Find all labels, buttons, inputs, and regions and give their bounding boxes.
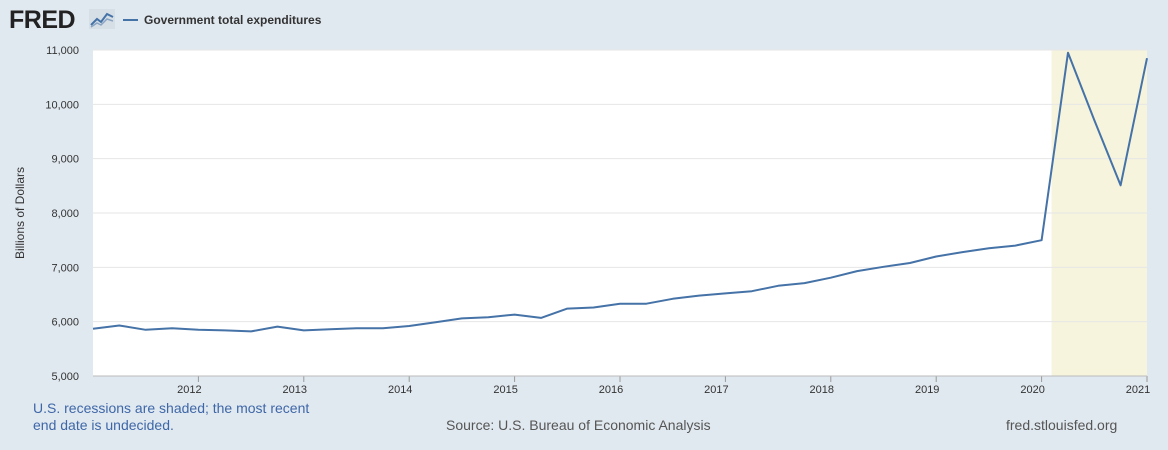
y-axis-title: Billions of Dollars: [13, 167, 27, 259]
x-tick-label: 2021: [1126, 384, 1150, 396]
x-tick-label: 2014: [388, 384, 412, 396]
y-tick-label: 9,000: [51, 154, 79, 166]
x-tick-label: 2020: [1020, 384, 1044, 396]
y-tick-label: 5,000: [51, 371, 79, 383]
fred-url-link[interactable]: fred.stlouisfed.org: [1006, 417, 1118, 433]
x-tick-label: 2017: [704, 384, 728, 396]
x-tick-label: 2015: [493, 384, 517, 396]
y-tick-label: 6,000: [51, 317, 79, 329]
line-chart: 5,000 6,000 7,000 8,000 9,000 10,000 11,000 20…: [13, 45, 1150, 396]
chart-header: FRED Government total expenditures: [0, 0, 1168, 40]
x-tick-label: 2016: [599, 384, 623, 396]
y-tick-label: 7,000: [51, 262, 79, 274]
y-axis-ticks: 5,000 6,000 7,000 8,000 9,000 10,000 11,000: [45, 45, 79, 383]
recession-note: U.S. recessions are shaded; the most rec…: [33, 400, 310, 433]
chart-legend[interactable]: Government total expenditures: [123, 11, 321, 29]
x-axis-ticks: 2012 2013 2014 2015 2016 2017 2018 2019 2020 2021: [93, 375, 1150, 396]
legend-series-swatch: [123, 19, 138, 21]
x-tick-label: 2019: [915, 384, 939, 396]
y-tick-label: 11,000: [46, 45, 79, 57]
x-tick-label: 2013: [283, 384, 307, 396]
x-tick-label: 2012: [177, 384, 201, 396]
fred-logo[interactable]: FRED: [9, 6, 76, 34]
source-note: Source: U.S. Bureau of Economic Analysis: [446, 417, 711, 433]
y-tick-label: 8,000: [51, 208, 79, 220]
legend-series-label: Government total expenditures: [144, 13, 322, 27]
series-line-0[interactable]: [92, 51, 1148, 333]
x-tick-label: 2018: [810, 384, 834, 396]
y-tick-label: 10,000: [45, 99, 79, 111]
series-layer: [92, 51, 1148, 333]
fred-logo-chart-icon: [89, 9, 115, 29]
